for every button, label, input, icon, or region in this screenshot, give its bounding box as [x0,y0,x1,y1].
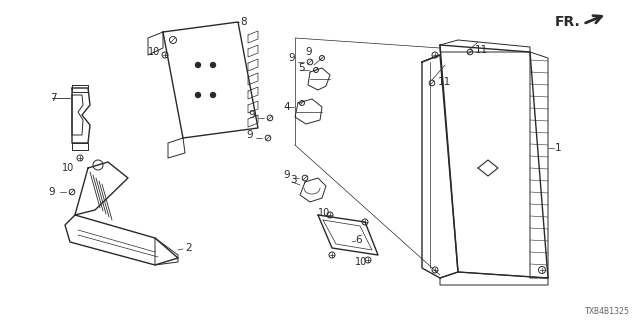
Text: 6: 6 [355,235,362,245]
Text: 8: 8 [240,17,246,27]
Circle shape [195,92,200,98]
Text: 7: 7 [50,93,56,103]
Text: 9: 9 [48,187,54,197]
Text: 11: 11 [475,45,488,55]
Text: 9: 9 [305,47,312,57]
Text: 11: 11 [438,77,451,87]
Circle shape [211,62,216,68]
Text: 3: 3 [290,175,296,185]
Text: 9: 9 [288,53,294,63]
Text: 1: 1 [555,143,562,153]
Text: 4: 4 [283,102,290,112]
Text: 10: 10 [355,257,367,267]
Text: FR.: FR. [555,15,580,29]
Text: 5: 5 [298,63,305,73]
Text: TXB4B1325: TXB4B1325 [585,308,630,316]
Text: 9: 9 [248,110,255,120]
Text: 10: 10 [62,163,74,173]
Text: 10: 10 [318,208,330,218]
Text: 2: 2 [185,243,191,253]
Circle shape [211,92,216,98]
Text: 10: 10 [148,47,160,57]
Text: 9: 9 [283,170,290,180]
Circle shape [195,62,200,68]
Text: 9: 9 [246,130,253,140]
